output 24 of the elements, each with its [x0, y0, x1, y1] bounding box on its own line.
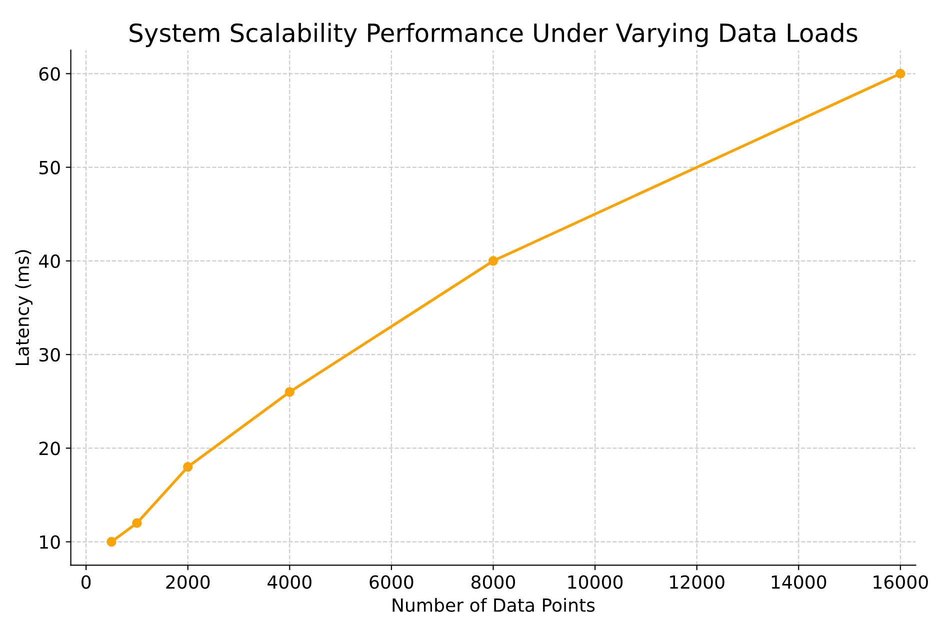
x-tick-label: 2000 [166, 575, 210, 589]
y-axis-title: Latency (ms) [15, 250, 33, 366]
y-tick-label: 60 [39, 67, 60, 81]
x-tick-label: 8000 [471, 575, 516, 589]
x-tick-label: 0 [82, 575, 91, 589]
y-tick-label: 40 [38, 254, 60, 268]
point [183, 462, 193, 472]
point [488, 256, 498, 266]
x-tick-label: 16000 [874, 575, 928, 589]
point [284, 387, 295, 397]
x-tick-label: 14000 [772, 575, 826, 589]
x-tick-label: 10000 [568, 575, 623, 589]
x-tick-label: 4000 [268, 575, 312, 589]
y-tick-label: 10 [40, 535, 60, 549]
y-tick-label: 30 [39, 348, 60, 362]
point [106, 536, 116, 547]
y-tick-label: 50 [39, 160, 60, 174]
x-tick-label: 6000 [370, 575, 414, 589]
chart-title: System Scalability Performance Under Varying Data Loads [130, 22, 858, 48]
point [896, 68, 906, 79]
x-tick-label: 12000 [670, 575, 724, 589]
x-axis-title: Number of Data Points [392, 598, 595, 612]
y-tick-label: 20 [39, 442, 60, 456]
point [132, 518, 142, 528]
